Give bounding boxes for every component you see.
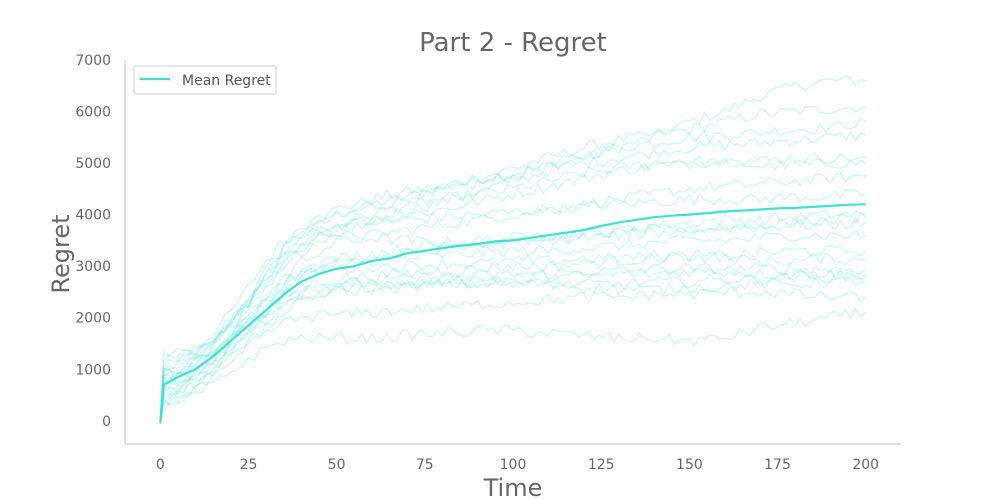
x-tick-125: 125 xyxy=(588,457,615,473)
run-line-4 xyxy=(159,130,866,421)
legend-box xyxy=(133,65,277,95)
run-line-3 xyxy=(159,116,867,421)
run-line-8 xyxy=(159,189,866,421)
run-line-14 xyxy=(159,262,867,421)
y-tick-3000: 3000 xyxy=(75,259,111,275)
run-line-15 xyxy=(159,267,867,421)
mean-regret-line xyxy=(159,203,866,424)
run-line-9 xyxy=(159,209,866,421)
x-tick-75: 75 xyxy=(416,457,434,473)
run-line-2 xyxy=(159,105,867,421)
y-tick-7000: 7000 xyxy=(75,53,111,69)
run-line-18 xyxy=(159,307,867,422)
x-tick-labels: 0 25 50 75 100 125 150 175 200 xyxy=(156,457,879,473)
y-tick-2000: 2000 xyxy=(75,311,111,327)
run-line-16 xyxy=(159,269,867,421)
x-tick-200: 200 xyxy=(852,457,879,473)
x-tick-0: 0 xyxy=(156,457,165,473)
y-tick-6000: 6000 xyxy=(75,105,111,121)
y-tick-labels: 0 1000 2000 3000 4000 5000 6000 7000 xyxy=(75,53,111,430)
run-line-20 xyxy=(159,211,867,421)
x-axis-label: Time xyxy=(483,474,543,500)
individual-runs xyxy=(159,74,867,422)
legend-label-mean-regret: Mean Regret xyxy=(182,73,271,89)
run-line-17 xyxy=(159,275,866,421)
y-tick-1000: 1000 xyxy=(75,362,111,378)
plot-area xyxy=(159,74,867,424)
chart-title: Part 2 - Regret xyxy=(419,28,607,58)
x-tick-25: 25 xyxy=(240,457,258,473)
legend: Mean Regret xyxy=(133,65,277,95)
y-tick-5000: 5000 xyxy=(75,156,111,172)
y-axis-label: Regret xyxy=(47,214,75,293)
x-tick-50: 50 xyxy=(328,457,346,473)
run-line-19 xyxy=(159,286,867,421)
run-line-6 xyxy=(159,152,866,421)
run-line-10 xyxy=(159,216,867,421)
x-tick-175: 175 xyxy=(764,457,791,473)
run-line-1 xyxy=(159,74,866,421)
run-line-12 xyxy=(159,244,867,421)
run-line-13 xyxy=(159,249,866,421)
run-line-5 xyxy=(159,155,867,421)
y-tick-4000: 4000 xyxy=(75,208,111,224)
x-tick-150: 150 xyxy=(676,457,703,473)
run-line-7 xyxy=(159,171,866,421)
run-line-11 xyxy=(159,229,867,421)
x-tick-100: 100 xyxy=(500,457,527,473)
y-tick-0: 0 xyxy=(102,414,111,430)
